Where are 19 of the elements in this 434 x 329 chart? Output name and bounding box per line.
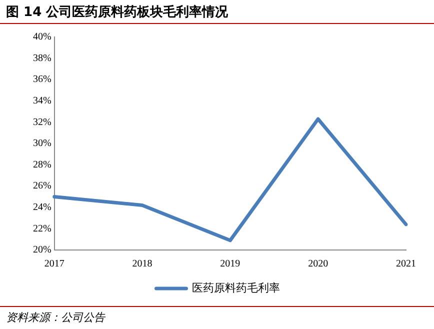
chart-title: 图 14 公司医药原料药板块毛利率情况 bbox=[6, 4, 228, 21]
legend-label: 医药原料药毛利率 bbox=[192, 281, 280, 294]
x-tick-label: 2017 bbox=[44, 258, 64, 270]
y-tick-label: 20% bbox=[32, 244, 52, 256]
y-tick-label: 26% bbox=[32, 180, 52, 192]
y-tick-label: 38% bbox=[32, 52, 52, 64]
y-tick-label: 28% bbox=[32, 159, 52, 170]
x-tick-label: 2020 bbox=[308, 258, 328, 270]
x-tick-label: 2021 bbox=[396, 258, 416, 270]
y-tick-label: 24% bbox=[32, 202, 52, 214]
y-tick-label: 36% bbox=[32, 74, 52, 86]
text: 资料来源：公司公告 bbox=[6, 310, 105, 325]
x-tick-label: 2018 bbox=[132, 258, 152, 270]
y-tick-label: 32% bbox=[32, 116, 52, 128]
x-tick-label: 2019 bbox=[220, 258, 240, 270]
y-tick-label: 34% bbox=[32, 96, 52, 107]
y-tick-label: 40% bbox=[32, 32, 52, 43]
y-tick-label: 30% bbox=[32, 138, 52, 150]
y-tick-label: 22% bbox=[32, 223, 52, 234]
